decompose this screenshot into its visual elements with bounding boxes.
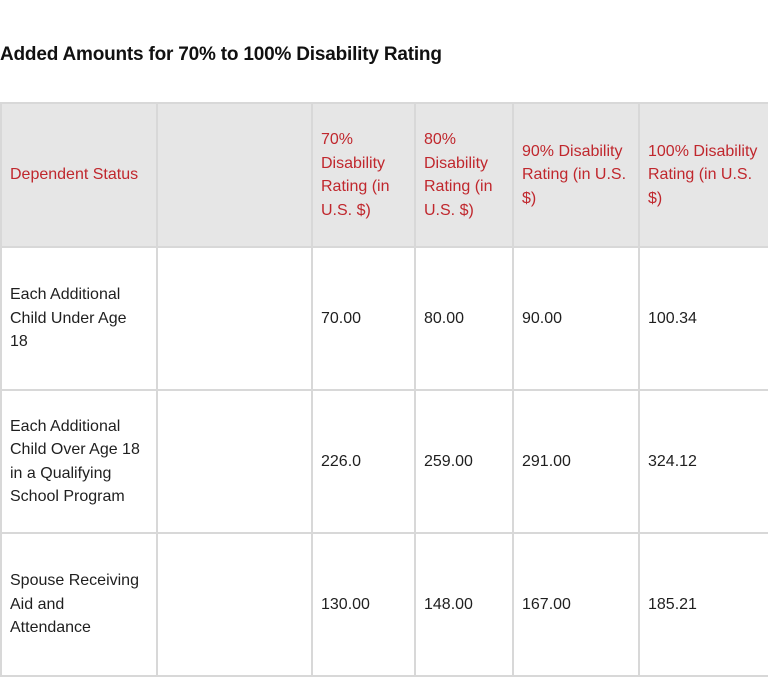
header-70-percent: 70% Disability Rating (in U.S. $) [311, 102, 416, 248]
cell-blank [156, 532, 313, 677]
header-100-percent: 100% Disability Rating (in U.S. $) [638, 102, 768, 248]
cell-blank [156, 246, 313, 391]
cell-blank [156, 389, 313, 534]
cell-100-percent: 185.21 [638, 532, 768, 677]
cell-dependent-status: Each Additional Child Under Age 18 [0, 246, 158, 391]
cell-70-percent: 70.00 [311, 246, 416, 391]
table-row: Each Additional Child Over Age 18 in a Q… [0, 389, 768, 534]
cell-80-percent: 259.00 [414, 389, 514, 534]
cell-100-percent: 100.34 [638, 246, 768, 391]
cell-80-percent: 80.00 [414, 246, 514, 391]
cell-90-percent: 90.00 [512, 246, 640, 391]
table-row: Spouse Receiving Aid and Attendance 130.… [0, 532, 768, 677]
cell-dependent-status: Spouse Receiving Aid and Attendance [0, 532, 158, 677]
cell-70-percent: 130.00 [311, 532, 416, 677]
header-90-percent: 90% Disability Rating (in U.S. $) [512, 102, 640, 248]
cell-100-percent: 324.12 [638, 389, 768, 534]
header-80-percent: 80% Disability Rating (in U.S. $) [414, 102, 514, 248]
cell-90-percent: 167.00 [512, 532, 640, 677]
cell-80-percent: 148.00 [414, 532, 514, 677]
table-header-row: Dependent Status 70% Disability Rating (… [0, 102, 768, 248]
cell-dependent-status: Each Additional Child Over Age 18 in a Q… [0, 389, 158, 534]
disability-rating-table: Dependent Status 70% Disability Rating (… [0, 102, 768, 677]
header-dependent-status: Dependent Status [0, 102, 158, 248]
header-blank [156, 102, 313, 248]
cell-90-percent: 291.00 [512, 389, 640, 534]
page-title: Added Amounts for 70% to 100% Disability… [0, 44, 442, 65]
table-row: Each Additional Child Under Age 18 70.00… [0, 246, 768, 391]
cell-70-percent: 226.0 [311, 389, 416, 534]
